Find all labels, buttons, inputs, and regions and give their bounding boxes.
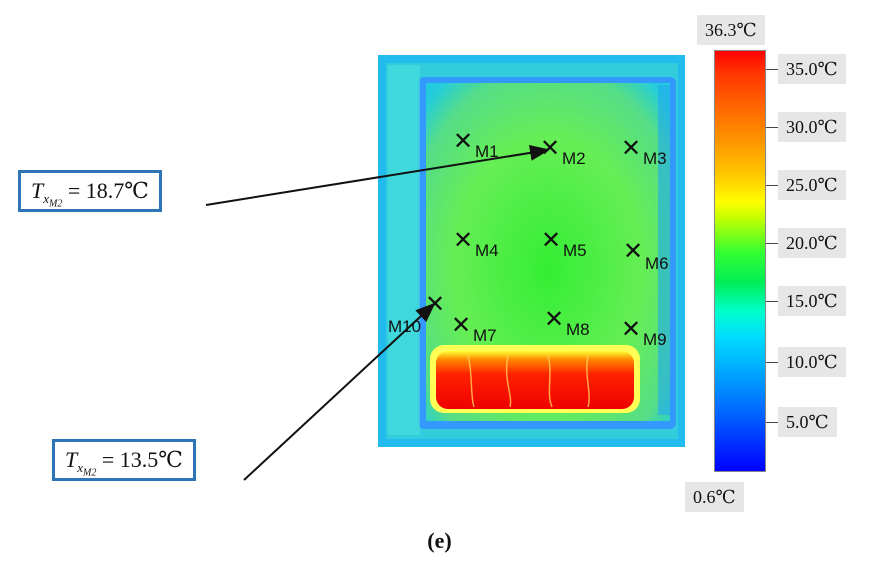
arrow-to-m10 — [243, 302, 436, 481]
marker-label: M6 — [645, 254, 669, 273]
colorbar-tick — [766, 422, 778, 423]
colorbar-tick-label: 10.0℃ — [778, 347, 846, 377]
callout-sub: x — [43, 191, 50, 207]
colorbar-tick-label: 35.0℃ — [778, 54, 846, 84]
colorbar-tick-label: 5.0℃ — [778, 407, 837, 437]
callout-m10: TxM2 = 13.5℃ — [52, 439, 196, 481]
marker-label: M10 — [388, 317, 422, 336]
cross-icon: ✕ — [621, 316, 642, 343]
marker-label: M2 — [562, 149, 586, 168]
cross-icon: ✕ — [623, 238, 644, 265]
colorbar-tick — [766, 301, 778, 302]
marker-label: M5 — [563, 241, 587, 260]
colorbar-tick — [766, 69, 778, 70]
cross-icon: ✕ — [544, 306, 565, 333]
callout-var: T — [65, 447, 78, 472]
marker-label: M3 — [643, 149, 667, 168]
callout-sub: x — [77, 460, 84, 476]
cross-icon: ✕ — [541, 227, 562, 254]
colorbar-min-label: 0.6℃ — [685, 482, 744, 512]
cross-icon: ✕ — [453, 128, 474, 155]
marker-label: M9 — [643, 330, 667, 349]
figure-caption: (e) — [427, 528, 452, 553]
colorbar-tick-label: 20.0℃ — [778, 228, 846, 258]
marker-label: M4 — [475, 241, 499, 260]
colorbar-tick — [766, 362, 778, 363]
callout-m2: TxM2 = 18.7℃ — [18, 170, 162, 212]
thermal-image — [378, 55, 685, 447]
colorbar-tick-label: 15.0℃ — [778, 286, 846, 316]
cross-icon: ✕ — [451, 312, 472, 339]
cross-icon: ✕ — [453, 227, 474, 254]
callout-value: = 18.7℃ — [62, 178, 149, 203]
colorbar-tick — [766, 185, 778, 186]
arrow-to-m2 — [205, 144, 550, 206]
colorbar-tick — [766, 127, 778, 128]
callout-value: = 13.5℃ — [96, 447, 183, 472]
colorbar-tick — [766, 243, 778, 244]
callout-subsub: M2 — [83, 467, 97, 479]
colorbar — [714, 50, 766, 472]
marker-label: M8 — [566, 320, 590, 339]
colorbar-tick-label: 25.0℃ — [778, 170, 846, 200]
callout-var: T — [31, 178, 44, 203]
marker-label: M7 — [473, 326, 497, 345]
cross-icon: ✕ — [621, 135, 642, 162]
colorbar-tick-label: 30.0℃ — [778, 112, 846, 142]
colorbar-max-label: 36.3℃ — [697, 15, 765, 45]
callout-subsub: M2 — [49, 198, 63, 210]
marker-label: M1 — [475, 142, 499, 161]
